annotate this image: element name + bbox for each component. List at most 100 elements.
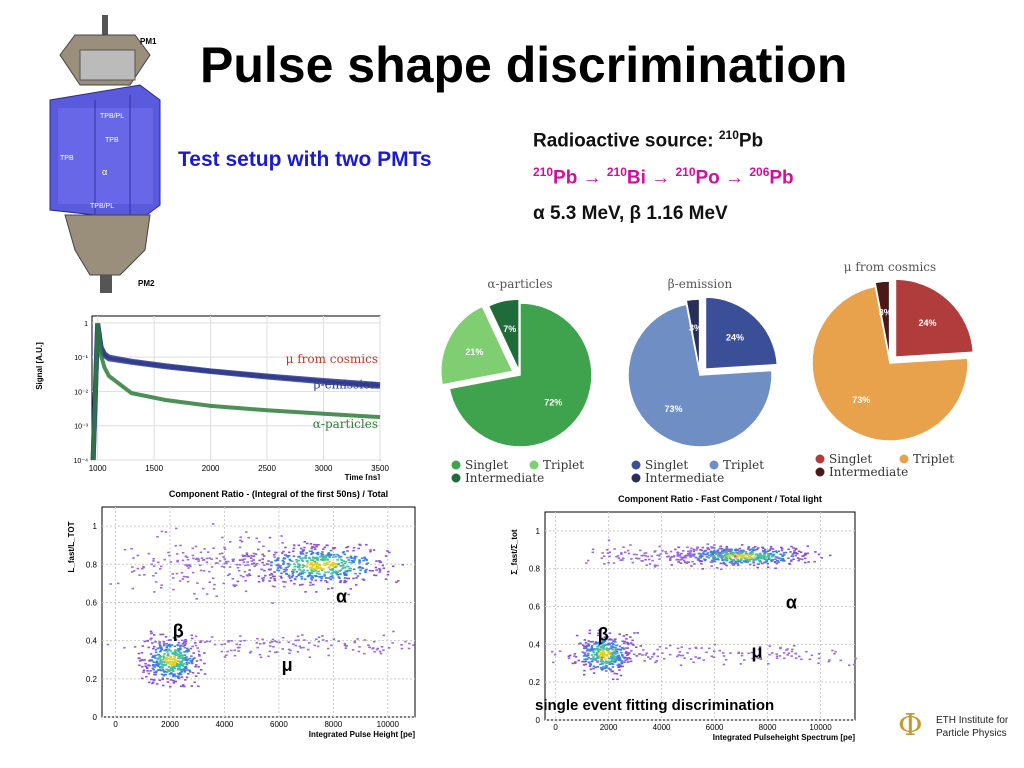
scatter-point <box>790 559 793 562</box>
scatter-point <box>590 658 593 660</box>
scatter-point <box>725 553 729 555</box>
legend-marker <box>631 460 641 470</box>
scatter-point <box>340 559 344 562</box>
scatter-point <box>315 566 318 568</box>
scatter-point <box>601 660 605 662</box>
scatter-point <box>633 653 636 656</box>
scatter-point <box>138 660 142 662</box>
scatter-point <box>623 640 627 643</box>
scatter-point <box>311 564 315 567</box>
scatter-point <box>581 651 585 653</box>
scatter-point <box>805 650 808 653</box>
scatter-point <box>315 638 318 640</box>
scatter-point <box>380 645 384 648</box>
scatter-point <box>750 558 754 561</box>
scatter-point <box>275 651 279 653</box>
scatter-point <box>310 547 313 550</box>
scatter-point <box>620 661 624 664</box>
scatter-point <box>685 562 689 565</box>
scatter-point <box>710 561 714 564</box>
scatter-point <box>288 652 291 655</box>
scatter-point <box>599 646 603 648</box>
scatter-point <box>635 557 638 560</box>
scatter-point <box>675 655 679 658</box>
scatter-point <box>284 546 287 549</box>
scatter-point <box>340 558 343 561</box>
scatter-point <box>292 568 295 571</box>
scatter-point <box>620 651 623 654</box>
scatter-point <box>369 550 372 553</box>
scatter-point <box>327 554 331 557</box>
scatter-point <box>757 556 760 559</box>
scatter-point <box>179 644 183 647</box>
scatter-point <box>210 566 214 568</box>
scatter-point <box>184 555 188 558</box>
scatter-point <box>632 644 635 646</box>
scatter-point <box>676 558 680 561</box>
legend-marker <box>815 454 825 464</box>
scatter-point <box>729 552 733 555</box>
scatter-point <box>641 554 645 557</box>
scatter-point <box>677 654 680 656</box>
fast-component-chart: Component Ratio - Fast Component / Total… <box>510 494 857 742</box>
scatter-point <box>158 679 162 682</box>
scatter-point <box>298 563 301 566</box>
scatter-point <box>736 551 739 554</box>
scatter-point <box>202 587 205 590</box>
scatter-point <box>282 550 285 553</box>
scatter-point <box>185 556 189 559</box>
scatter-point <box>690 547 693 550</box>
legend-label: Intermediate <box>465 471 544 485</box>
scatter-point <box>352 546 356 549</box>
scatter-point <box>156 536 159 538</box>
scatter-point <box>183 646 187 649</box>
scatter-point <box>318 564 322 567</box>
scatter-point <box>731 562 734 565</box>
scatter-point <box>355 584 358 586</box>
scatter-point <box>626 654 629 656</box>
scatter-point <box>612 652 615 655</box>
scatter-point <box>307 648 310 651</box>
scatter-point <box>358 566 362 568</box>
scatter-point <box>768 645 772 647</box>
scatter-point <box>763 561 766 564</box>
scatter-point <box>588 661 591 664</box>
scatter-point <box>152 664 156 666</box>
scatter-point <box>242 576 245 578</box>
scatter-point <box>804 557 807 560</box>
scatter-point <box>740 552 743 554</box>
scatter-point <box>596 655 599 657</box>
scatter-point <box>284 581 287 583</box>
scatter-point <box>709 551 713 554</box>
scatter-point <box>709 561 713 563</box>
scatter-point <box>692 550 696 553</box>
scatter-point <box>177 644 180 647</box>
scatter-point <box>191 658 195 660</box>
scatter-point <box>199 641 202 644</box>
scatter-point <box>708 554 711 557</box>
scatter-point <box>215 557 218 560</box>
scatter-point <box>218 560 222 562</box>
scatter-point <box>752 561 755 564</box>
scatter-point <box>280 535 283 537</box>
scatter-point <box>183 639 187 642</box>
scatter-point <box>721 559 724 561</box>
scatter-point <box>238 564 242 566</box>
scatter-point <box>607 650 611 653</box>
scatter-point <box>212 547 215 549</box>
scatter-point <box>590 645 594 647</box>
scatter-point <box>649 658 652 660</box>
y-tick-label: 0.2 <box>529 678 541 687</box>
scatter-point <box>168 669 172 671</box>
scatter-point <box>165 642 169 645</box>
scatter-point <box>601 642 604 645</box>
scatter-point <box>324 577 328 579</box>
scatter-point <box>611 648 615 651</box>
scatter-point <box>804 552 807 555</box>
annotation: single event fitting discrimination <box>535 697 774 714</box>
scatter-point <box>581 660 584 663</box>
scatter-point <box>616 555 620 557</box>
scatter-point <box>297 639 300 641</box>
scatter-point <box>159 646 163 649</box>
x-tick-label: 2500 <box>258 464 276 473</box>
